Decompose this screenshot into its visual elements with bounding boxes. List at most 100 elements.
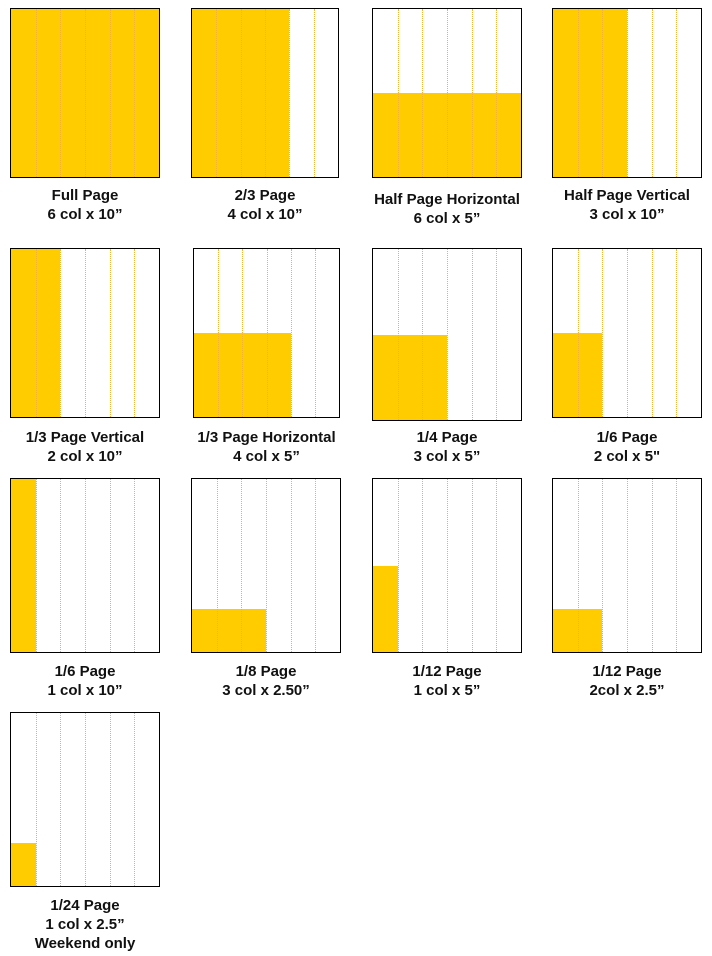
column-guide <box>290 479 292 652</box>
ad-size-label: 1/6 Page 1 col x 10” <box>0 662 185 700</box>
column-guide <box>496 249 498 420</box>
ad-size-label: 1/4 Page 3 col x 5” <box>347 428 547 466</box>
column-guide <box>109 9 111 177</box>
column-guide <box>290 249 292 417</box>
page-diagram <box>191 478 341 653</box>
column-guide <box>676 479 678 652</box>
page-diagram <box>552 8 702 178</box>
ad-area-fill <box>192 608 266 652</box>
page-diagram <box>10 712 160 887</box>
ad-size-name: 2/3 Page <box>234 187 296 204</box>
column-guide <box>651 249 653 417</box>
column-guide <box>397 479 399 652</box>
column-guide <box>109 249 111 417</box>
ad-size-spec: 2 col x 10” <box>47 448 123 465</box>
column-guide <box>60 713 62 886</box>
ad-size-label: Half Page Horizontal 6 col x 5” <box>347 190 547 228</box>
ad-area-fill <box>553 9 627 177</box>
ad-size-label: 1/3 Page Vertical 2 col x 10” <box>0 428 185 466</box>
ad-size-spec: 3 col x 2.50” <box>222 682 310 699</box>
column-guide <box>35 249 37 417</box>
column-guide <box>313 9 315 177</box>
ad-size-spec: 1 col x 10” <box>47 682 123 699</box>
column-guide <box>602 9 604 177</box>
column-guide <box>266 249 268 417</box>
ad-size-label: Half Page Vertical 3 col x 10” <box>527 186 712 224</box>
column-guide <box>651 479 653 652</box>
column-guide <box>471 249 473 420</box>
column-guide <box>266 479 267 652</box>
ad-size-spec: 1 col x 2.5” <box>45 916 125 933</box>
column-guide <box>447 249 448 420</box>
ad-size-spec: 2col x 2.5” <box>589 682 665 699</box>
column-guide <box>577 249 579 417</box>
column-guide <box>289 9 291 177</box>
ad-area-fill <box>373 334 447 420</box>
ad-size-name: Full Page <box>51 187 119 204</box>
ad-size-name: 1/6 Page <box>54 663 116 680</box>
ad-size-name: 1/6 Page <box>596 429 658 446</box>
column-guide <box>471 9 473 177</box>
page-diagram <box>372 248 522 421</box>
column-guide <box>422 479 424 652</box>
column-guide <box>85 249 86 417</box>
column-guide <box>60 9 62 177</box>
ad-size-name: 1/4 Page <box>416 429 478 446</box>
column-guide <box>85 479 86 652</box>
ad-size-label: 1/12 Page 2col x 2.5” <box>527 662 712 700</box>
ad-size-label: 1/24 Page 1 col x 2.5” Weekend only <box>0 896 185 953</box>
page-diagram <box>552 248 702 418</box>
column-guide <box>651 9 653 177</box>
column-guide <box>315 479 317 652</box>
ad-size-note: Weekend only <box>34 935 136 952</box>
column-guide <box>314 249 316 417</box>
ad-size-label: 2/3 Page 4 col x 10” <box>166 186 364 224</box>
ad-size-label: 1/3 Page Horizontal 4 col x 5” <box>168 428 365 466</box>
ad-size-spec: 3 col x 10” <box>589 206 665 223</box>
ad-size-name: 1/8 Page <box>235 663 297 680</box>
page-diagram <box>372 478 522 653</box>
column-guide <box>602 479 604 652</box>
column-guide <box>242 249 244 417</box>
column-guide <box>471 479 473 652</box>
column-guide <box>60 479 62 652</box>
column-guide <box>676 9 678 177</box>
ad-size-spec: 6 col x 5” <box>413 210 481 227</box>
column-guide <box>35 9 37 177</box>
column-guide <box>627 249 628 417</box>
ad-area-fill <box>373 565 398 652</box>
column-guide <box>85 9 86 177</box>
ad-size-spec: 4 col x 10” <box>227 206 303 223</box>
column-guide <box>35 713 37 886</box>
ad-size-name: 1/24 Page <box>50 897 120 914</box>
column-guide <box>422 249 424 420</box>
column-guide <box>109 713 111 886</box>
column-guide <box>240 9 242 177</box>
page-diagram <box>552 478 702 653</box>
ad-size-spec: 6 col x 10” <box>47 206 123 223</box>
column-guide <box>447 479 448 652</box>
column-guide <box>134 479 136 652</box>
column-guide <box>627 479 628 652</box>
column-guide <box>496 9 498 177</box>
column-guide <box>397 9 399 177</box>
ad-size-name: Half Page Vertical <box>564 187 690 204</box>
page-diagram <box>10 248 160 418</box>
column-guide <box>134 249 136 417</box>
ad-size-spec: 1 col x 5” <box>413 682 481 699</box>
ad-size-spec: 2 col x 5" <box>593 448 661 465</box>
column-guide <box>109 479 111 652</box>
page-diagram <box>191 8 339 178</box>
ad-size-label: 1/6 Page 2 col x 5" <box>527 428 712 466</box>
column-guide <box>627 9 628 177</box>
column-guide <box>265 9 266 177</box>
ad-size-spec: 3 col x 5” <box>413 448 481 465</box>
ad-size-spec: 4 col x 5” <box>233 448 300 465</box>
ad-area-fill <box>11 479 36 652</box>
column-guide <box>397 249 399 420</box>
column-guide <box>218 249 220 417</box>
ad-size-name: 1/3 Page Horizontal <box>197 429 336 446</box>
ad-size-label: 1/12 Page 1 col x 5” <box>347 662 547 700</box>
column-guide <box>577 479 579 652</box>
column-guide <box>422 9 424 177</box>
